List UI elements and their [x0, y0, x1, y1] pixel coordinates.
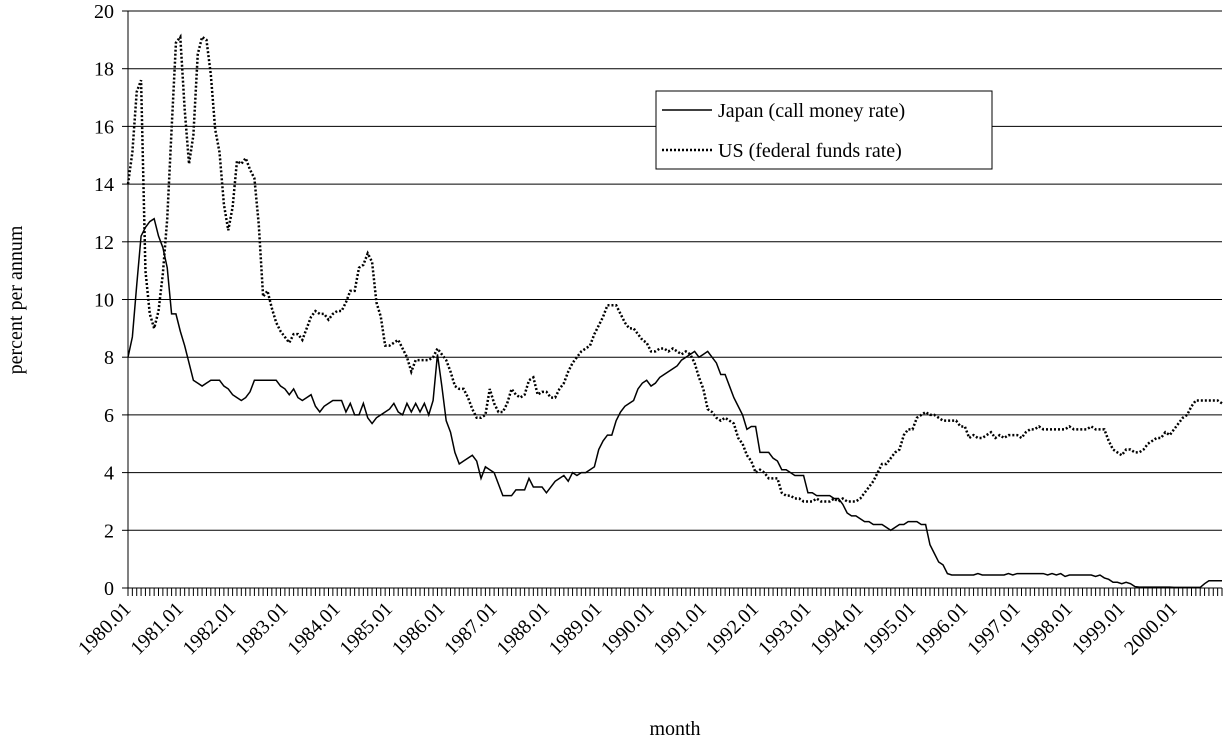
x-tick-label: 1990.01	[597, 598, 659, 660]
series-line	[126, 33, 1223, 503]
x-tick-label: 1997.01	[963, 598, 1025, 660]
x-tick-label: 1983.01	[231, 598, 293, 660]
series-line	[127, 217, 1222, 589]
legend-box	[655, 90, 993, 170]
x-tick-label: 1992.01	[702, 598, 764, 660]
x-tick-label: 1985.01	[336, 598, 398, 660]
x-tick-label: 1981.01	[126, 598, 188, 660]
x-tick-label: 1982.01	[179, 598, 241, 660]
x-tick-label: 1989.01	[545, 598, 607, 660]
y-axis-label: percent per annum	[5, 225, 27, 374]
x-tick-label: 1991.01	[649, 598, 711, 660]
x-tick-label: 2000.01	[1120, 598, 1182, 660]
y-tick-label: 12	[94, 232, 114, 254]
x-tick-label: 1998.01	[1015, 598, 1077, 660]
x-axis-label: month	[649, 718, 700, 740]
x-tick-label: 1994.01	[806, 598, 868, 660]
x-tick-label: 1993.01	[754, 598, 816, 660]
y-tick-label: 20	[94, 1, 114, 23]
y-tick-label: 2	[104, 520, 114, 542]
legend-label: US (federal funds rate)	[718, 140, 902, 162]
y-tick-label: 6	[104, 405, 114, 427]
y-tick-label: 14	[94, 174, 114, 196]
x-tick-label: 1986.01	[388, 598, 450, 660]
x-tick-label: 1999.01	[1068, 598, 1130, 660]
y-tick-label: 10	[94, 290, 114, 312]
y-tick-label: 8	[104, 347, 114, 369]
x-tick-label: 1988.01	[492, 598, 554, 660]
legend-label: Japan (call money rate)	[718, 100, 905, 122]
y-tick-label: 0	[104, 578, 114, 600]
x-tick-label: 1996.01	[911, 598, 973, 660]
x-tick-label: 1984.01	[283, 598, 345, 660]
x-tick-label: 1995.01	[859, 598, 921, 660]
x-tick-label: 1987.01	[440, 598, 502, 660]
y-tick-label: 16	[94, 116, 114, 138]
x-tick-label: 1980.01	[74, 598, 136, 660]
legend: Japan (call money rate) US (federal funds…	[655, 90, 993, 170]
y-tick-label: 4	[104, 463, 114, 485]
y-tick-label: 18	[94, 59, 114, 81]
